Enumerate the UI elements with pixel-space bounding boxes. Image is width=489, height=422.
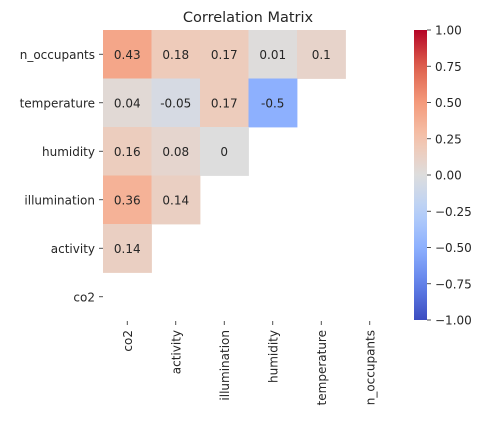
x-axis: co2 activity illumination humidity temperatu… [121,321,377,405]
cell-value-label: 0.1 [312,48,331,62]
colorbar-tick-label: −0.25 [435,205,472,219]
cell-value-label: 0.17 [211,48,238,62]
heatmap-cell [151,78,201,128]
colorbar-tick-label: −0.50 [435,241,472,255]
colorbar-tick-label: 0.00 [435,169,462,183]
y-axis: n_occupants temperature humidity illuminati… [20,48,103,304]
heatmap-cell [200,127,249,176]
x-tick-label: activity [169,330,183,374]
cell-value-label: 0.36 [114,193,141,207]
colorbar-gradient [414,30,427,320]
heatmap-cell [103,127,152,176]
heatmap-cell [103,175,152,225]
heatmap-cell [151,175,201,225]
cell-value-label: -0.5 [261,96,284,110]
heatmap-cell [151,30,201,79]
cell-value-label: 0.43 [114,48,141,62]
colorbar-tick-label: 0.25 [435,132,462,146]
colorbar-tick-label: 1.00 [435,24,462,38]
y-tick-label: n_occupants [20,48,95,62]
colorbar: 1.00 0.75 0.50 0.25 0.00 −0.25 −0.50 −0.75 −1.00 [414,24,472,328]
chart-title: Correlation Matrix [183,10,314,26]
y-tick-label: activity [51,242,95,256]
x-tick-label: co2 [121,330,135,352]
y-tick-label: illumination [24,193,95,207]
heatmap-cell [151,127,201,176]
heatmap-cell [103,30,152,79]
heatmap-cell [297,30,346,79]
y-tick-label: co2 [73,290,95,304]
cell-value-label: 0.18 [162,48,189,62]
cell-value-label: 0.14 [162,193,189,207]
heatmap-cell [200,30,249,79]
x-tick-label: temperature [315,330,329,405]
cell-value-label: 0.16 [114,145,141,159]
heatmap-cell [200,78,249,128]
heatmap-cell [248,30,298,79]
heatmap-cell [103,224,152,273]
heatmap-cell [248,78,298,128]
cell-value-label: 0.08 [162,145,189,159]
y-tick-label: humidity [42,145,95,159]
x-tick-label: illumination [218,330,232,401]
cell-value-label: -0.05 [160,96,191,110]
x-tick-label: humidity [266,330,280,383]
cell-value-label: 0.01 [259,48,286,62]
colorbar-tick-label: 0.50 [435,96,462,110]
x-tick-label: n_occupants [363,330,377,405]
cell-value-label: 0.17 [211,96,238,110]
colorbar-tick-label: −0.75 [435,277,472,291]
cell-value-label: 0 [220,145,228,159]
colorbar-tick-label: 0.75 [435,60,462,74]
heatmap-cells: 0.43 0.18 0.17 0.01 0.1 0.04 -0.05 0.17 -0.5 0.16… [103,30,346,273]
cell-value-label: 0.14 [114,242,141,256]
heatmap-cell [103,78,152,128]
colorbar-tick-label: −1.00 [435,314,472,328]
y-tick-label: temperature [20,96,95,110]
cell-value-label: 0.04 [114,96,141,110]
